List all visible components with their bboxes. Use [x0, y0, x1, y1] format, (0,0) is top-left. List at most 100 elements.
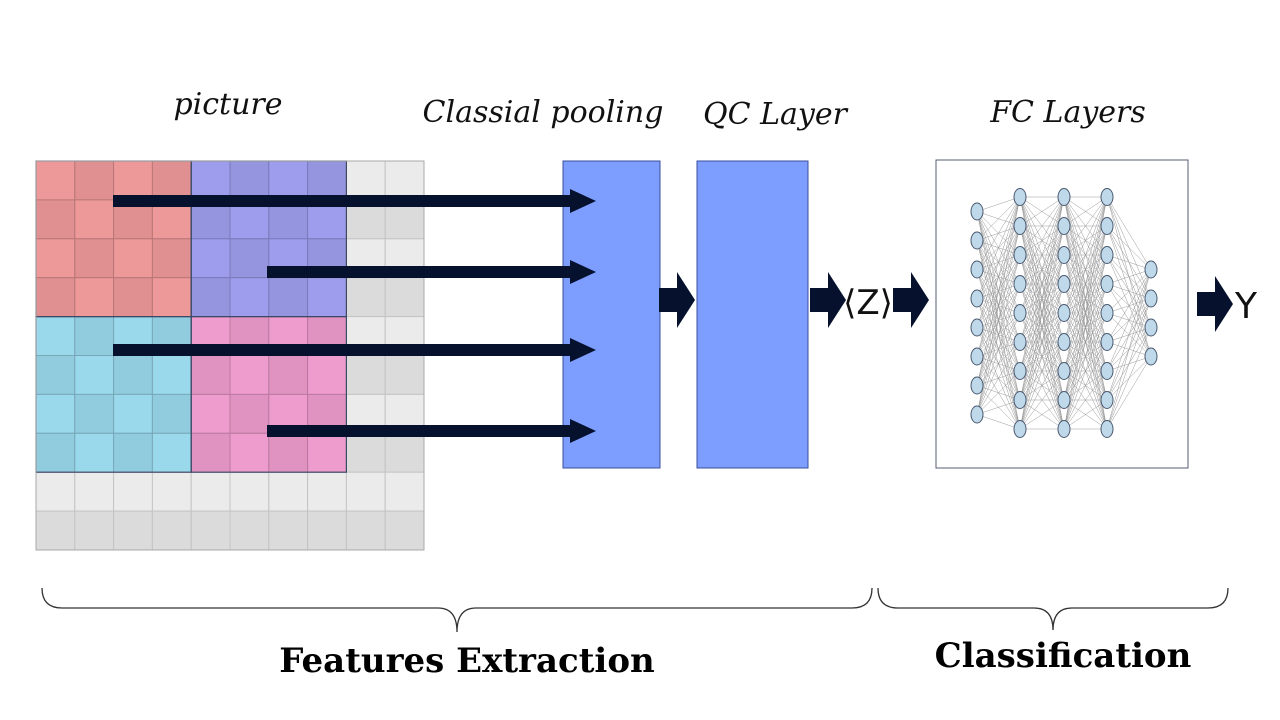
network-edge	[976, 196, 1021, 328]
network-node	[1057, 188, 1071, 206]
region-arrow	[267, 260, 596, 284]
network-edge	[1063, 196, 1108, 343]
picture-cell	[268, 355, 309, 395]
network-node	[1100, 217, 1114, 235]
picture-cell	[35, 471, 76, 512]
network-edge	[1063, 225, 1108, 430]
network-node	[970, 231, 984, 250]
network-edge	[976, 312, 1021, 415]
picture-cell	[345, 160, 386, 201]
picture-cell	[35, 510, 76, 551]
block-arrows	[659, 272, 1233, 332]
network-edge	[976, 196, 1021, 270]
picture-cell	[268, 471, 309, 512]
network-node	[1057, 275, 1071, 293]
network-edge	[1106, 298, 1152, 430]
picture-cell	[229, 510, 270, 551]
network-edge	[1063, 254, 1108, 430]
picture-cell	[384, 432, 425, 473]
picture-cell	[151, 277, 192, 318]
picture-cell	[268, 160, 309, 201]
network-node	[1057, 217, 1071, 235]
network-edge	[976, 196, 1021, 241]
qc-layer-block	[696, 160, 809, 469]
network-node	[1100, 391, 1114, 409]
y-output-label: Y	[1234, 286, 1258, 327]
picture-cell	[384, 510, 425, 551]
picture-cell	[384, 471, 425, 512]
picture-cell	[74, 355, 115, 395]
picture-cell	[345, 471, 386, 512]
network-edge	[976, 283, 1021, 415]
picture-cell	[35, 432, 76, 473]
network-node	[1100, 304, 1114, 322]
network-edge	[1019, 196, 1065, 372]
fc-network	[970, 188, 1158, 438]
network-edge	[1106, 269, 1152, 430]
network-node	[1013, 333, 1027, 351]
picture-cell	[384, 355, 425, 395]
block-arrow	[810, 272, 846, 328]
network-node	[970, 405, 984, 424]
network-edge	[1063, 312, 1108, 430]
picture-cell	[190, 160, 231, 201]
picture-cell	[74, 432, 115, 473]
network-edge	[976, 196, 1021, 415]
pooling-title: Classial pooling	[423, 95, 664, 130]
picture-cell	[35, 199, 76, 240]
picture-cell	[229, 355, 270, 395]
network-node	[1013, 246, 1027, 264]
network-edge	[976, 196, 1021, 357]
picture-cell	[113, 393, 153, 434]
picture-cell	[35, 355, 76, 395]
network-node	[1057, 362, 1071, 380]
picture-cell	[35, 238, 76, 279]
network-node	[1100, 188, 1114, 206]
region-arrow	[113, 189, 596, 213]
picture-cell	[74, 199, 115, 240]
network-node	[970, 376, 984, 395]
network-edge	[1019, 341, 1065, 430]
picture-cell	[74, 471, 115, 512]
picture-cell	[229, 277, 270, 318]
picture-cell	[190, 432, 231, 473]
network-node	[1013, 420, 1027, 438]
picture-cell	[229, 432, 270, 473]
network-edge	[1106, 269, 1152, 401]
picture-cell	[151, 432, 192, 473]
picture-cell	[190, 510, 231, 551]
network-node	[1100, 275, 1114, 293]
picture-cell	[345, 277, 386, 318]
network-edge	[1063, 341, 1108, 430]
network-node	[1013, 188, 1027, 206]
classical-pooling-block	[562, 160, 661, 469]
network-edge	[976, 414, 1021, 430]
network-node	[970, 318, 984, 337]
network-node	[970, 260, 984, 279]
classification-brace	[877, 587, 1229, 631]
network-node	[1144, 260, 1158, 279]
block-arrow	[659, 272, 695, 328]
network-edge	[1063, 370, 1108, 430]
picture-cell	[113, 432, 153, 473]
picture-cell	[307, 471, 347, 512]
network-edge	[1106, 269, 1152, 343]
picture-cell	[345, 355, 386, 395]
network-edge	[1019, 399, 1065, 430]
network-node	[1057, 333, 1071, 351]
picture-cell	[268, 510, 309, 551]
picture-cell	[190, 471, 231, 512]
network-edge	[1063, 196, 1108, 372]
network-edge	[976, 254, 1021, 415]
network-edge	[1019, 196, 1065, 343]
network-edge	[1063, 399, 1108, 430]
network-edge	[1106, 269, 1152, 285]
network-edge	[1019, 312, 1065, 430]
network-edge	[1019, 283, 1065, 430]
network-node	[970, 202, 984, 221]
network-node	[1013, 217, 1027, 235]
picture-cell	[151, 471, 192, 512]
network-node	[1144, 289, 1158, 308]
picture-cell	[113, 355, 153, 395]
